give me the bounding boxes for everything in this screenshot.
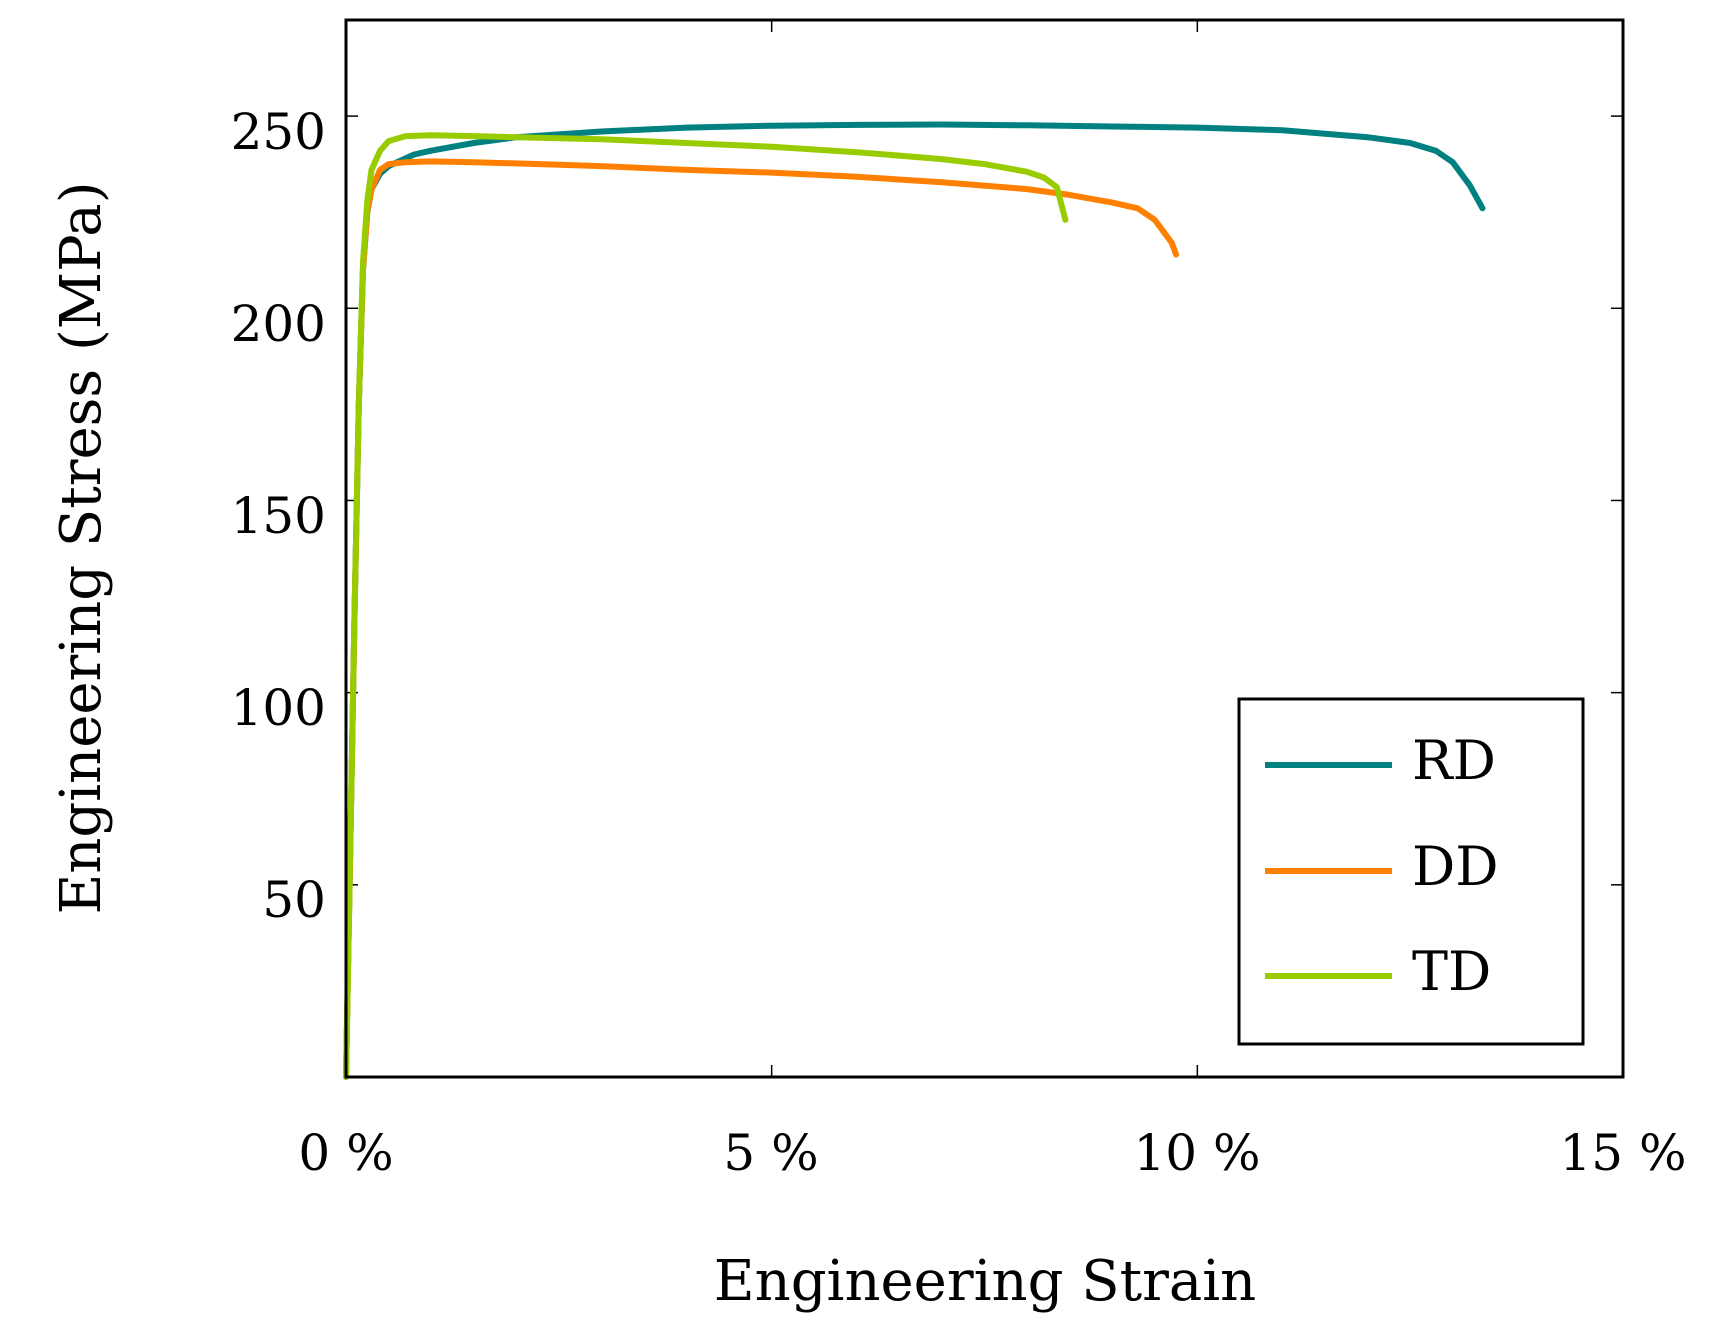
series-line-td <box>343 132 1069 1080</box>
plot-frame <box>344 18 1625 1079</box>
x-tick-label-15: 15 % <box>1559 1124 1686 1182</box>
y-tick-label-50: 50 <box>262 871 326 929</box>
legend-label-td: TD <box>1412 940 1491 1003</box>
x-tick-labels: 0 % 5 % 10 % 15 % <box>298 1124 1686 1182</box>
legend-label-dd: DD <box>1412 835 1499 898</box>
y-tick-labels: 50 100 150 200 250 <box>231 103 326 929</box>
plot-area <box>343 121 1486 1080</box>
x-tick-label-0: 0 % <box>298 1124 393 1182</box>
legend-label-rd: RD <box>1412 729 1496 792</box>
y-tick-marks <box>346 115 1623 886</box>
y-axis-title: Engineering Stress (MPa) <box>49 181 114 914</box>
y-tick-label-100: 100 <box>231 679 326 737</box>
x-tick-label-10: 10 % <box>1133 1124 1260 1182</box>
y-tick-label-200: 200 <box>231 295 326 353</box>
legend: RD DD TD <box>1237 697 1585 1046</box>
x-axis-title: Engineering Strain <box>714 1249 1256 1314</box>
x-tick-label-5: 5 % <box>723 1124 818 1182</box>
y-tick-label-150: 150 <box>231 487 326 545</box>
y-tick-label-250: 250 <box>231 103 326 161</box>
